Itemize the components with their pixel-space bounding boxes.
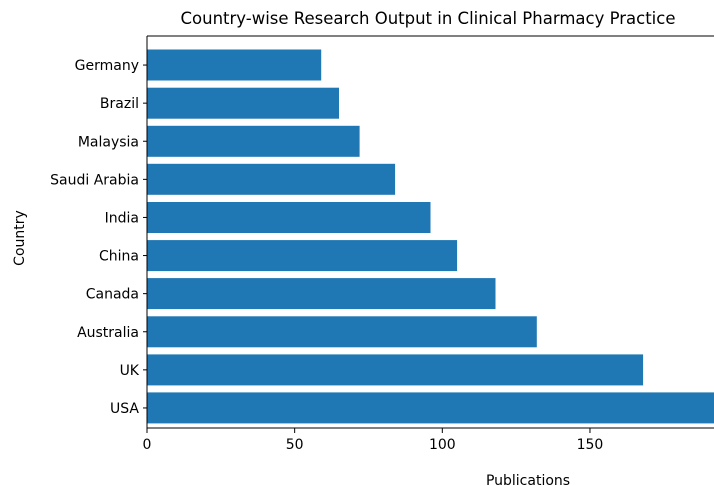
y-tick-label-canada: Canada — [86, 287, 139, 303]
y-tick-label-uk: UK — [120, 363, 140, 379]
y-tick-label-malaysia: Malaysia — [78, 134, 139, 150]
bar-australia — [147, 316, 537, 348]
bar-india — [147, 202, 431, 233]
y-axis-title: Country — [12, 210, 28, 266]
bar-brazil — [147, 87, 339, 119]
y-tick-label-usa: USA — [110, 401, 139, 417]
bar-usa — [147, 392, 714, 424]
y-tick-label-germany: Germany — [75, 58, 139, 74]
plot-area: USA UK Australia Canada China India Saudi Arab… — [50, 35, 714, 453]
y-tick-label-india: India — [105, 210, 139, 226]
bar-uk — [147, 354, 644, 386]
bar-malaysia — [147, 125, 360, 157]
bar-saudi-arabia — [147, 163, 396, 195]
x-tick-label-0: 0 — [143, 437, 152, 453]
bar-china — [147, 240, 458, 272]
y-tick-label-australia: Australia — [77, 325, 139, 341]
chart-title: Country-wise Research Output in Clinical… — [181, 9, 676, 28]
y-tick-label-china: China — [99, 249, 139, 265]
x-tick-label-50: 50 — [286, 437, 304, 453]
y-tick-label-brazil: Brazil — [100, 96, 139, 112]
bar-germany — [147, 49, 322, 81]
x-tick-label-150: 150 — [577, 437, 604, 453]
bar-canada — [147, 278, 496, 310]
y-tick-label-saudi-arabia: Saudi Arabia — [50, 172, 139, 188]
x-axis-title: Publications — [486, 473, 570, 486]
x-tick-label-100: 100 — [429, 437, 456, 453]
